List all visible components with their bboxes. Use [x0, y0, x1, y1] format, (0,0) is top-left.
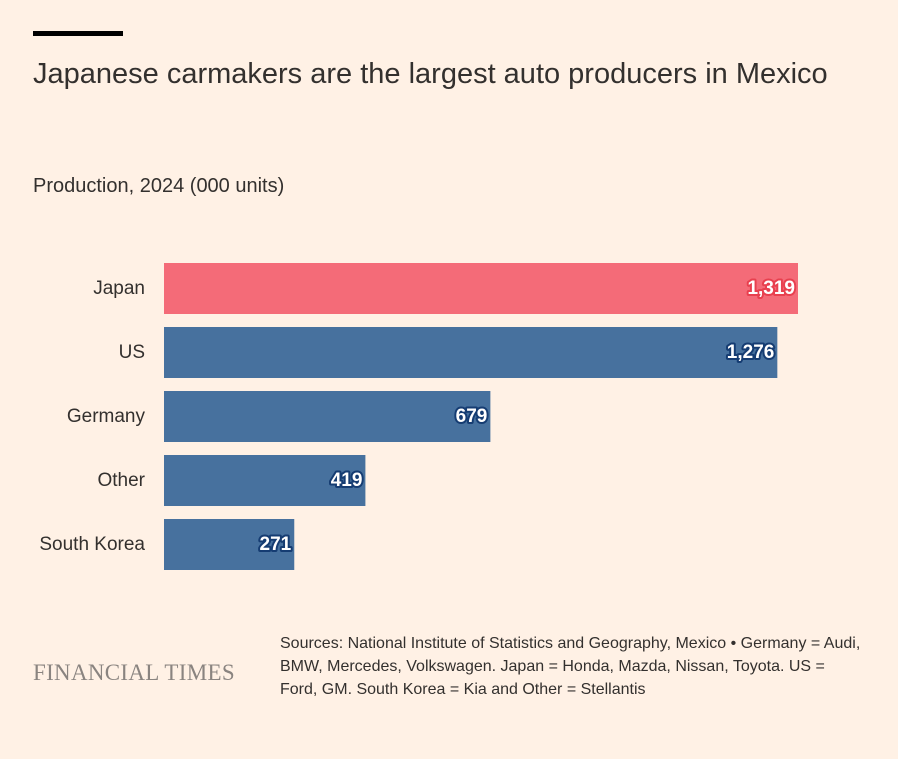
category-label-us: US — [119, 342, 145, 363]
bar-japan — [164, 263, 798, 314]
category-label-south-korea: South Korea — [39, 534, 145, 555]
bar-south-korea — [164, 519, 295, 570]
chart-title: Japanese carmakers are the largest auto … — [33, 58, 828, 90]
chart-subtitle: Production, 2024 (000 units) — [33, 175, 285, 197]
category-label-japan: Japan — [93, 278, 145, 299]
value-label-south-korea: 271 — [260, 534, 292, 555]
source-note: Sources: National Institute of Statistic… — [280, 635, 861, 698]
bar-us — [164, 327, 778, 378]
category-label-germany: Germany — [67, 406, 146, 427]
bar-other — [164, 455, 366, 506]
value-label-germany: 679 — [456, 406, 488, 427]
value-label-us: 1,276 — [727, 342, 775, 363]
bar-chart: Japan 1,319 US 1,276 Germany 679 Other 419 South… — [39, 263, 798, 570]
category-label-other: Other — [97, 470, 145, 491]
financial-times-logo: FINANCIAL TIMES — [33, 660, 235, 685]
top-rule — [33, 31, 123, 36]
value-label-other: 419 — [331, 470, 363, 491]
bar-germany — [164, 391, 491, 442]
value-label-japan: 1,319 — [747, 278, 795, 299]
